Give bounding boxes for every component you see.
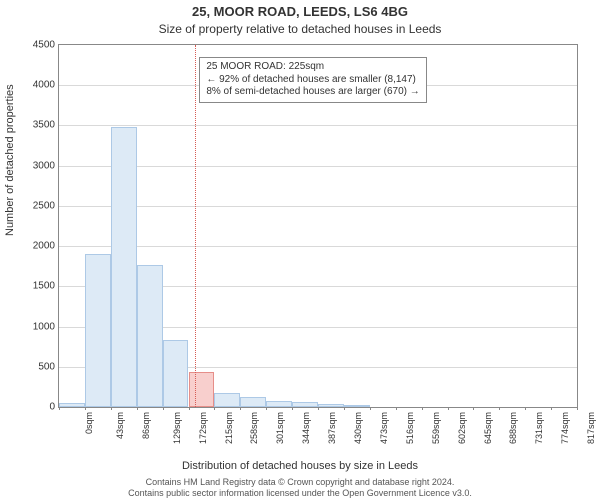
- license-line-2: Contains public sector information licen…: [0, 488, 600, 498]
- x-tick-label: 602sqm: [457, 412, 467, 444]
- histogram-bar: [189, 372, 215, 407]
- x-tick: [137, 407, 138, 410]
- x-tick: [189, 407, 190, 410]
- x-tick-label: 344sqm: [301, 412, 311, 444]
- chart-title: 25, MOOR ROAD, LEEDS, LS6 4BG: [0, 4, 600, 19]
- histogram-bar: [163, 340, 189, 407]
- x-tick-label: 516sqm: [405, 412, 415, 444]
- plot-area: 0500100015002000250030003500400045000sqm…: [58, 44, 578, 408]
- histogram-bar: [240, 397, 266, 407]
- y-gridline: [59, 125, 577, 126]
- x-tick-label: 430sqm: [353, 412, 363, 444]
- x-tick: [240, 407, 241, 410]
- histogram-bar: [85, 254, 111, 407]
- y-tick-label: 3500: [33, 120, 59, 131]
- histogram-bar: [214, 393, 240, 407]
- annotation-line: 8% of semi-detached houses are larger (6…: [206, 86, 419, 99]
- y-axis-label: Number of detached properties: [4, 84, 16, 236]
- x-tick-label: 731sqm: [534, 412, 544, 444]
- x-tick-label: 559sqm: [431, 412, 441, 444]
- x-tick-label: 817sqm: [586, 412, 596, 444]
- y-tick-label: 0: [49, 402, 59, 413]
- x-tick-label: 43sqm: [115, 412, 125, 439]
- histogram-bar: [266, 401, 292, 407]
- x-tick-label: 172sqm: [198, 412, 208, 444]
- histogram-bar: [344, 405, 370, 407]
- y-tick-label: 1000: [33, 321, 59, 332]
- histogram-bar: [111, 127, 137, 407]
- y-gridline: [59, 166, 577, 167]
- x-tick: [370, 407, 371, 410]
- annotation-line: ← 92% of detached houses are smaller (8,…: [206, 74, 419, 87]
- chart-container: 25, MOOR ROAD, LEEDS, LS6 4BG Size of pr…: [0, 0, 600, 500]
- y-tick-label: 4500: [33, 40, 59, 51]
- x-tick: [85, 407, 86, 410]
- x-tick: [422, 407, 423, 410]
- y-gridline: [59, 206, 577, 207]
- x-tick: [551, 407, 552, 410]
- y-tick-label: 1500: [33, 281, 59, 292]
- x-tick-label: 129sqm: [172, 412, 182, 444]
- x-tick-label: 688sqm: [508, 412, 518, 444]
- x-tick: [473, 407, 474, 410]
- x-tick: [525, 407, 526, 410]
- x-tick-label: 473sqm: [379, 412, 389, 444]
- annotation-line: 25 MOOR ROAD: 225sqm: [206, 61, 419, 74]
- x-tick-label: 774sqm: [560, 412, 570, 444]
- x-tick: [266, 407, 267, 410]
- histogram-bar: [318, 404, 344, 407]
- y-gridline: [59, 246, 577, 247]
- x-tick-label: 215sqm: [224, 412, 234, 444]
- y-tick-label: 3000: [33, 160, 59, 171]
- histogram-bar: [292, 402, 318, 407]
- x-tick: [448, 407, 449, 410]
- x-tick: [111, 407, 112, 410]
- annotation-box: 25 MOOR ROAD: 225sqm← 92% of detached ho…: [199, 57, 426, 103]
- x-tick: [214, 407, 215, 410]
- x-tick: [163, 407, 164, 410]
- histogram-bar: [59, 403, 85, 407]
- x-tick-label: 301sqm: [275, 412, 285, 444]
- license-line-1: Contains HM Land Registry data © Crown c…: [0, 477, 600, 487]
- x-tick-label: 0sqm: [84, 412, 94, 434]
- histogram-bar: [137, 265, 163, 407]
- y-tick-label: 4000: [33, 80, 59, 91]
- chart-subtitle: Size of property relative to detached ho…: [0, 22, 600, 36]
- x-tick: [577, 407, 578, 410]
- x-tick-label: 645sqm: [483, 412, 493, 444]
- x-tick: [292, 407, 293, 410]
- x-axis-label: Distribution of detached houses by size …: [0, 460, 600, 472]
- reference-line: [195, 45, 196, 407]
- x-tick-label: 86sqm: [141, 412, 151, 439]
- x-tick-label: 387sqm: [327, 412, 337, 444]
- y-tick-label: 500: [38, 361, 59, 372]
- x-tick: [396, 407, 397, 410]
- x-tick: [59, 407, 60, 410]
- y-tick-label: 2000: [33, 241, 59, 252]
- x-tick: [499, 407, 500, 410]
- license-text: Contains HM Land Registry data © Crown c…: [0, 477, 600, 498]
- x-tick: [344, 407, 345, 410]
- x-tick-label: 258sqm: [249, 412, 259, 444]
- y-tick-label: 2500: [33, 200, 59, 211]
- x-tick: [318, 407, 319, 410]
